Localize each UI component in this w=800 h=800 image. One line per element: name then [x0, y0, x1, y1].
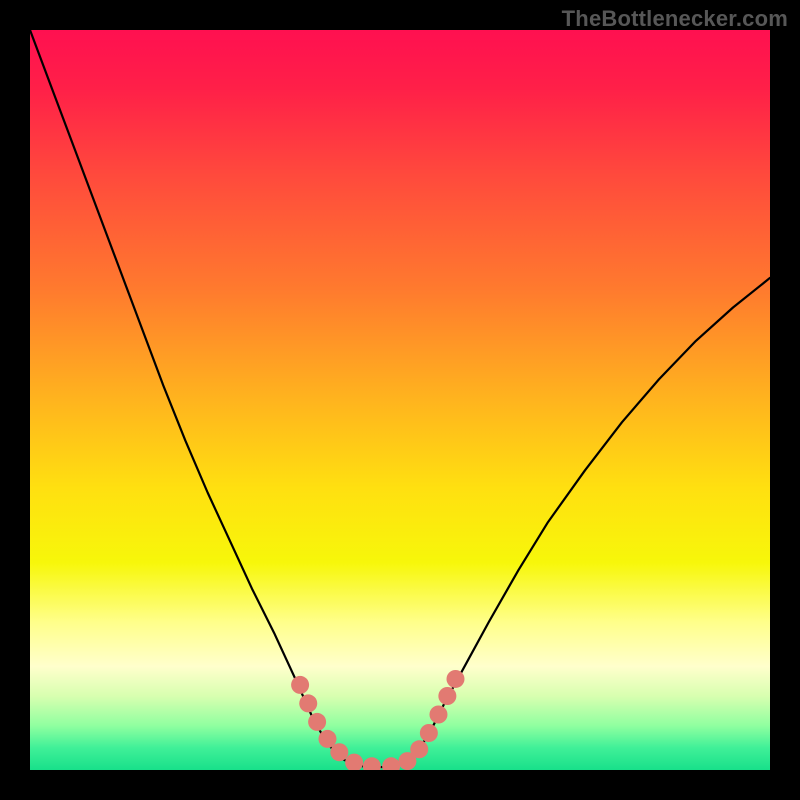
marker-point — [299, 694, 317, 712]
marker-point — [410, 740, 428, 758]
gradient-background — [30, 30, 770, 770]
marker-point — [291, 676, 309, 694]
bottleneck-curve-chart — [30, 30, 770, 770]
marker-point — [447, 670, 465, 688]
marker-point — [429, 706, 447, 724]
marker-point — [330, 743, 348, 761]
watermark-text: TheBottlenecker.com — [562, 6, 788, 32]
chart-area — [30, 30, 770, 770]
marker-point — [420, 724, 438, 742]
marker-point — [438, 687, 456, 705]
marker-point — [308, 713, 326, 731]
